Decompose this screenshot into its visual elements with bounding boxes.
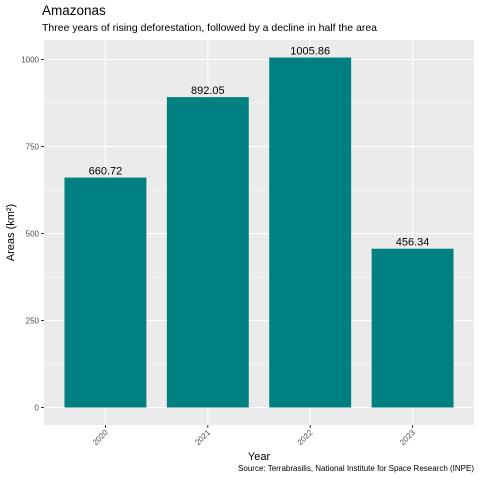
data-label-2023: 456.34 [396,237,430,249]
data-label-2022: 1005.86 [290,45,330,57]
x-axis: 2020 2021 2022 2023 [91,425,417,447]
data-label-2020: 660.72 [89,166,123,178]
chart-subtitle: Three years of rising deforestation, fol… [42,22,378,34]
x-tick-label: 2023 [398,428,417,447]
data-label-2021: 892.05 [191,85,225,97]
y-tick-label: 500 [26,230,40,239]
bar-2023 [371,248,454,408]
bars [64,57,454,408]
x-tick-label: 2021 [193,428,212,447]
y-tick-label: 1000 [21,56,39,65]
source-caption: Source: Terrabrasilis, National Institut… [238,464,474,473]
y-tick-label: 750 [26,143,40,152]
y-axis-title: Areas (km²) [5,204,17,261]
bar-2021 [166,97,249,408]
data-labels: 660.72 892.05 1005.86 456.34 [89,45,430,248]
x-tick-label: 2022 [296,428,315,447]
x-axis-title: Year [248,451,271,463]
y-tick-label: 250 [26,317,40,326]
bar-2022 [269,57,352,408]
y-axis: 0 250 500 750 1000 [21,56,44,413]
bar-2020 [64,177,147,408]
y-tick-label: 0 [35,404,40,413]
x-tick-label: 2020 [91,428,110,447]
chart-title: Amazonas [42,3,106,18]
